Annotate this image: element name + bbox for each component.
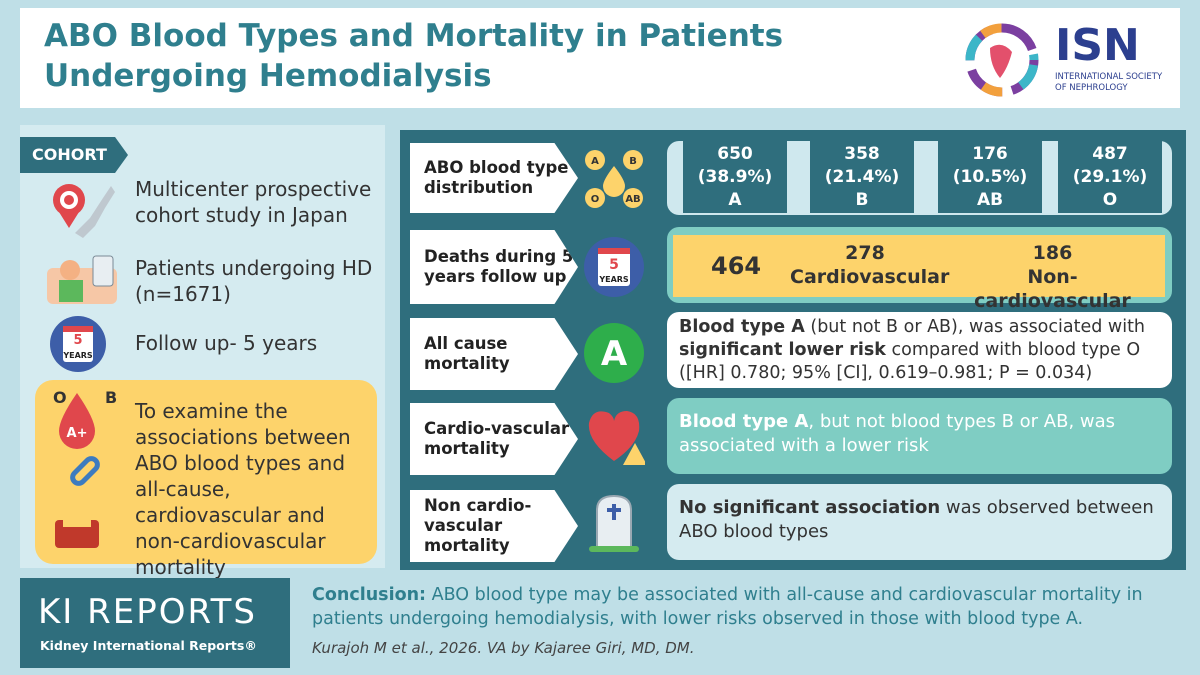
type-box: 358 (21.4%) B	[810, 141, 914, 213]
calendar-number: 5	[73, 333, 82, 348]
finding-text: (but not B or AB), was associated with	[804, 317, 1146, 337]
death-name: Cardiovascular	[790, 266, 950, 288]
row-label: All cause mortality	[410, 318, 578, 390]
journal-full: Kidney International Reports®	[40, 638, 257, 653]
grade-icon: A	[584, 323, 644, 383]
icon-letter: B	[629, 156, 637, 167]
death-count: 186	[1032, 242, 1073, 264]
type-count: 650	[717, 144, 753, 164]
type-count: 358	[844, 144, 880, 164]
calendar-text: YEARS	[598, 275, 629, 284]
row-label: Non cardio-vascular mortality	[410, 490, 578, 562]
icon-letter: B	[105, 388, 117, 407]
deaths-inner	[673, 235, 1165, 297]
finding-text: , but not blood types B or AB, was assoc…	[679, 411, 1116, 456]
icon-letter: A	[591, 156, 599, 167]
type-name: A	[728, 190, 742, 210]
type-count: 487	[1092, 144, 1128, 164]
heart-icon	[588, 411, 645, 465]
type-box: 487 (29.1%) O	[1058, 141, 1162, 213]
calendar-icon: 5 YEARS	[584, 237, 644, 297]
type-percent: (38.9%)	[697, 167, 773, 187]
type-name: AB	[976, 190, 1004, 210]
type-percent: (10.5%)	[952, 167, 1028, 187]
icon-letter: O	[591, 194, 600, 205]
death-cause: 186 Non-cardiovascular	[950, 241, 1155, 313]
grade-letter: A	[601, 334, 628, 374]
logo-subtitle: INTERNATIONAL SOCIETY OF NEPHROLOGY	[1055, 72, 1163, 93]
type-percent: (29.1%)	[1072, 167, 1148, 187]
japan-icon	[53, 184, 115, 238]
row-label: Deaths during 5 years follow up	[410, 230, 578, 304]
row-label: Cardio-vascular mortality	[410, 403, 578, 475]
cohort-item: Patients undergoing HD (n=1671)	[135, 256, 373, 306]
finding-emphasis: Blood type A	[679, 411, 809, 432]
calendar-text: YEARS	[62, 351, 93, 360]
grave-icon	[589, 494, 639, 552]
type-percent: (21.4%)	[824, 167, 900, 187]
calendar-icon: 5 YEARS	[50, 316, 106, 372]
logo-name: ISN	[1055, 20, 1140, 71]
death-count: 278	[845, 242, 885, 264]
calendar-number: 5	[609, 257, 619, 273]
type-count: 176	[972, 144, 1008, 164]
death-name: Non-cardiovascular	[974, 266, 1131, 312]
blood-type-icon: A B O AB	[585, 150, 643, 208]
title: ABO Blood Types and Mortality in Patient…	[44, 18, 784, 94]
type-name: B	[855, 190, 869, 210]
finding-box: No significant association was observed …	[667, 484, 1172, 560]
icon-letter: O	[53, 388, 67, 407]
finding-emphasis: No significant association	[679, 497, 941, 518]
row-label: ABO blood type distribution	[410, 143, 578, 213]
finding-box: Blood type A, but not blood types B or A…	[667, 398, 1172, 474]
finding-text: was observed between ABO blood types	[679, 497, 1154, 542]
conclusion: Conclusion: ABO blood type may be associ…	[312, 583, 1172, 631]
type-box: 176 (10.5%) AB	[938, 141, 1042, 213]
type-name: O	[1102, 190, 1118, 210]
patient-icon	[47, 255, 117, 304]
icon-letter: A+	[67, 426, 88, 441]
type-box: 650 (38.9%) A	[683, 141, 787, 213]
cohort-label: COHORT	[20, 137, 128, 173]
aim-text: To examine the associations between ABO …	[135, 399, 351, 579]
finding-emphasis: significant lower risk	[679, 340, 886, 360]
conclusion-text: ABO blood type may be associated with al…	[312, 585, 1143, 629]
cohort-item: Follow up- 5 years	[135, 331, 318, 355]
aim-icons: O B A+	[53, 388, 117, 548]
deaths-total: 464	[711, 252, 762, 280]
citation: Kurajoh M et al., 2026. VA by Kajaree Gi…	[312, 639, 695, 657]
finding-box: Blood type A (but not B or AB), was asso…	[667, 312, 1172, 388]
death-cause: 278 Cardiovascular	[790, 241, 950, 289]
journal-name: KI REPORTS	[38, 592, 258, 632]
finding-emphasis: Blood type A	[679, 317, 805, 337]
icon-letter: AB	[625, 194, 640, 205]
isn-logo-mark	[965, 23, 1039, 97]
finding-text: compared with blood type O ([HR] 0.780; …	[679, 340, 1141, 383]
conclusion-label: Conclusion:	[312, 585, 427, 605]
journal-box: KI REPORTS Kidney International Reports®	[20, 578, 290, 668]
cohort-item: Multicenter prospective cohort study in …	[135, 177, 372, 227]
